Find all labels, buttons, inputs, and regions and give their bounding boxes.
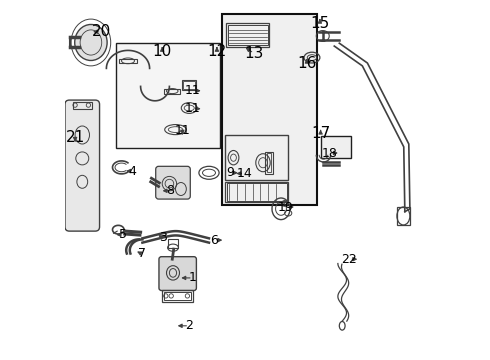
Bar	[183, 81, 195, 89]
Text: 18: 18	[322, 147, 338, 159]
Text: 19: 19	[278, 201, 294, 213]
Text: 11: 11	[185, 84, 201, 97]
Text: 14: 14	[236, 167, 252, 180]
Bar	[397, 207, 410, 225]
Bar	[320, 136, 351, 158]
Bar	[164, 292, 191, 300]
Bar	[226, 23, 270, 47]
Text: 2: 2	[185, 319, 193, 332]
Bar	[164, 89, 180, 94]
Text: 5: 5	[119, 228, 126, 241]
Bar	[73, 102, 92, 109]
Text: 16: 16	[297, 55, 317, 71]
Bar	[168, 239, 178, 248]
Text: 22: 22	[342, 253, 357, 266]
Text: 8: 8	[167, 184, 174, 197]
FancyBboxPatch shape	[156, 166, 190, 199]
Text: 6: 6	[211, 234, 219, 247]
Text: 17: 17	[311, 126, 330, 141]
Text: 3: 3	[159, 231, 167, 244]
Bar	[227, 183, 287, 201]
Text: 7: 7	[138, 247, 146, 260]
Bar	[119, 59, 137, 63]
Text: 9: 9	[226, 166, 234, 179]
Bar	[267, 153, 271, 172]
Text: 12: 12	[207, 44, 226, 59]
Text: 15: 15	[310, 15, 329, 31]
Bar	[117, 43, 220, 148]
Bar	[182, 80, 196, 90]
FancyBboxPatch shape	[159, 257, 196, 291]
Text: 10: 10	[152, 44, 172, 59]
Text: 13: 13	[245, 46, 264, 61]
Bar	[228, 25, 268, 45]
Bar	[221, 14, 317, 205]
Bar	[265, 152, 273, 174]
Text: 11: 11	[185, 102, 201, 115]
Bar	[225, 135, 288, 180]
Bar	[162, 290, 193, 302]
FancyBboxPatch shape	[65, 100, 99, 231]
Ellipse shape	[74, 24, 107, 60]
Text: 11: 11	[174, 124, 190, 137]
Text: 1: 1	[189, 271, 197, 284]
Text: 21: 21	[66, 130, 85, 145]
Bar	[225, 182, 288, 202]
Text: 4: 4	[128, 165, 136, 177]
Text: 20: 20	[91, 24, 111, 39]
